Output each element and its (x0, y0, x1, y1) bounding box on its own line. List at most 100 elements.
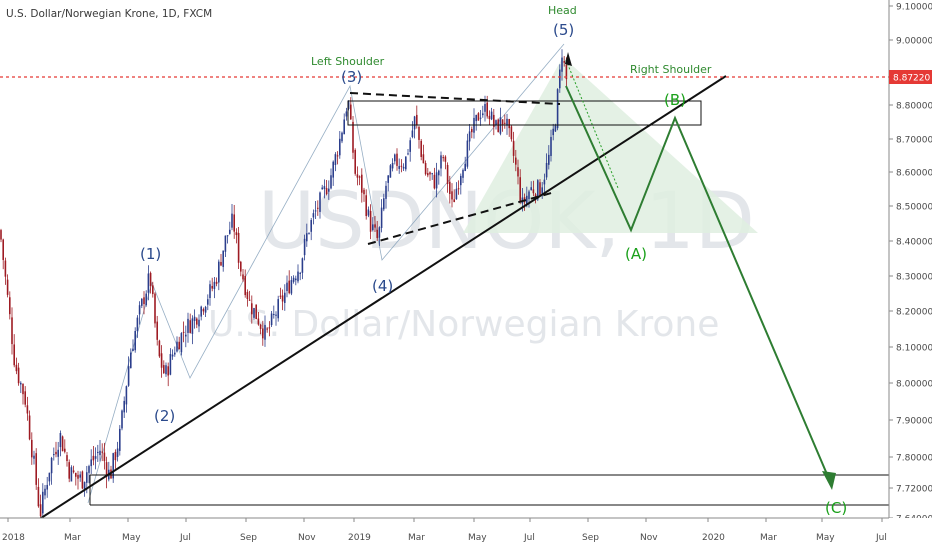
x-tick-label: Sep (240, 533, 257, 543)
candle-body (453, 199, 455, 203)
candle-body (191, 318, 194, 334)
candle-body (490, 111, 493, 120)
candle-body (554, 125, 557, 132)
candle-body (90, 459, 92, 467)
candle-body (273, 314, 275, 316)
candle-body (123, 400, 125, 413)
candle-body (149, 272, 152, 287)
candle-body (310, 220, 312, 232)
candle-body (376, 229, 378, 238)
y-tick-label: 8.50000 (896, 203, 932, 213)
x-tick-label: Sep (582, 533, 599, 543)
candle-body (59, 433, 62, 448)
candle-body (550, 136, 552, 156)
candle-body (515, 157, 517, 165)
candle-body (409, 140, 411, 152)
candle-body (77, 474, 79, 479)
candle-body (374, 224, 376, 228)
candle-body (323, 186, 326, 190)
candle-body (99, 450, 101, 456)
candle-body (290, 280, 293, 294)
candle-body (442, 157, 444, 159)
candle-body (22, 383, 24, 395)
y-tick-label: 8.10000 (896, 344, 932, 354)
candle-body (119, 428, 121, 451)
candle-body (565, 64, 568, 80)
candle-body (158, 340, 161, 357)
candle-body (237, 232, 240, 263)
candle-body (319, 192, 321, 212)
x-axis-ticks: 2018 Mar May Jul Sep Nov 2019 Mar May Jul Sep Nov 20… (2, 518, 887, 543)
x-tick-label: Jul (523, 533, 535, 543)
y-tick-label: 8.00000 (896, 380, 932, 390)
candle-body (17, 367, 20, 384)
y-tick-label: 7.72000 (896, 485, 932, 495)
candle-body (343, 119, 345, 135)
candle-body (295, 278, 297, 281)
candle-body (424, 163, 427, 175)
candle-body (215, 281, 218, 284)
candle-body (200, 306, 202, 317)
candle-body (94, 456, 97, 459)
candle-body (116, 448, 119, 457)
candle-body (70, 467, 73, 482)
candle-body (356, 174, 359, 178)
candle-body (526, 195, 528, 205)
candle-body (413, 116, 416, 130)
y-axis-panel[interactable] (889, 0, 932, 518)
candle-body (339, 138, 341, 156)
x-tick-label: Mar (64, 533, 81, 543)
candle-body (281, 295, 284, 302)
candle-body (347, 102, 350, 109)
candle-body (13, 344, 15, 366)
candle-body (229, 229, 231, 234)
candle-body (147, 273, 150, 293)
candle-body (92, 455, 95, 461)
candle-body (176, 341, 178, 352)
candle-body (512, 140, 515, 156)
candle-body (33, 455, 35, 459)
candle-body (486, 102, 488, 117)
x-axis-panel[interactable] (0, 518, 932, 550)
candle-body (541, 187, 543, 194)
candle-body (105, 462, 108, 477)
candle-body (178, 341, 180, 350)
y-tick-label: 9.10000 (896, 3, 932, 13)
candle-body (224, 235, 227, 252)
candle-body (475, 114, 477, 122)
head-dotted-line (565, 59, 619, 189)
candle-body (387, 175, 389, 183)
candle-body (556, 89, 559, 129)
candlestick-series (0, 49, 568, 518)
candle-body (193, 316, 196, 321)
candle-body (559, 69, 561, 89)
candle-body (457, 188, 460, 190)
candle-body (378, 227, 381, 238)
candle-body (53, 454, 55, 456)
candle-body (321, 187, 323, 190)
candle-body (231, 213, 233, 228)
candle-body (209, 284, 211, 299)
candle-body (211, 285, 213, 289)
candle-body (405, 156, 407, 170)
candle-body (103, 452, 106, 462)
candle-body (530, 187, 532, 191)
candle-body (402, 166, 405, 169)
candle-body (517, 167, 519, 177)
label-head: Head (548, 4, 577, 17)
candle-body (64, 448, 66, 452)
candle-body (301, 258, 304, 273)
candle-body (477, 113, 480, 121)
candle-body (44, 488, 46, 496)
watermark-name: U.S. Dollar/Norwegian Krone (208, 304, 719, 345)
candle-body (226, 235, 229, 237)
candle-body (132, 348, 134, 351)
candle-body (6, 279, 9, 295)
candle-body (539, 182, 541, 197)
candle-body (213, 281, 216, 290)
candle-body (28, 415, 31, 440)
candle-body (163, 365, 165, 374)
candle-body (462, 169, 464, 178)
candle-body (361, 174, 363, 193)
